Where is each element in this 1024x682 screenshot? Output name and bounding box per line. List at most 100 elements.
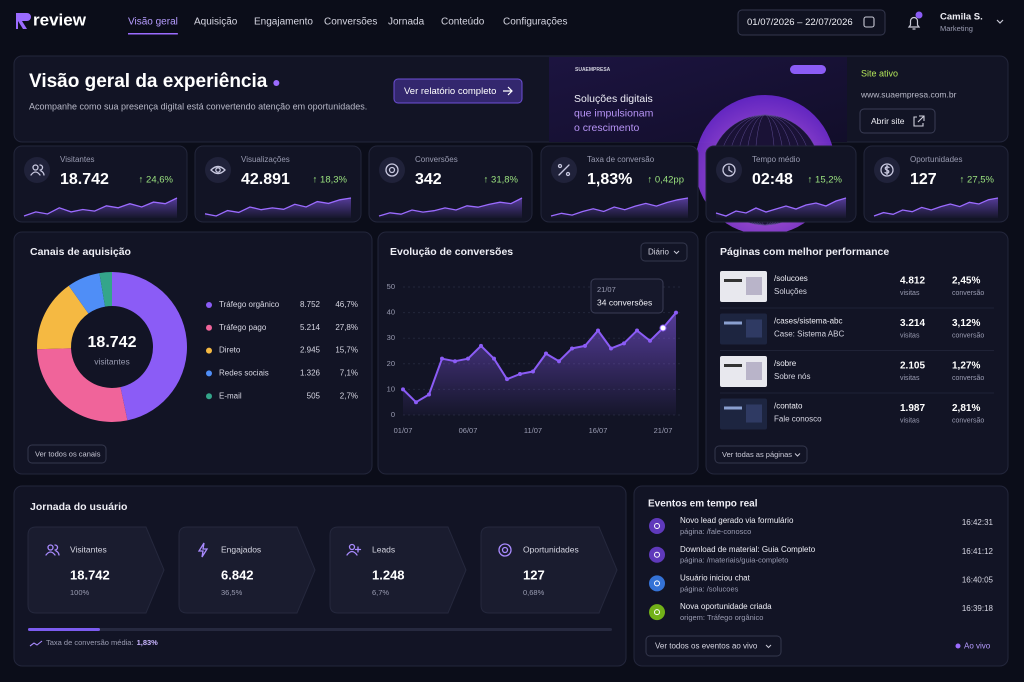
donut-center-label: visitantes bbox=[94, 356, 129, 366]
thumb-block bbox=[724, 279, 742, 282]
thumb-block bbox=[746, 362, 762, 380]
line-point bbox=[622, 341, 626, 346]
conversion-label: conversão bbox=[952, 417, 984, 424]
card bbox=[705, 231, 1009, 475]
kpi-label: Oportunidades bbox=[910, 155, 962, 164]
event-icon-dot bbox=[654, 580, 660, 587]
kpi-change: ↑ 31,8% bbox=[484, 175, 519, 186]
step-share: 36,5% bbox=[221, 588, 243, 597]
icon-bg bbox=[379, 157, 405, 183]
icon bbox=[557, 163, 563, 169]
line-point bbox=[427, 392, 431, 397]
link-button[interactable] bbox=[714, 445, 808, 464]
journey-step bbox=[329, 526, 467, 614]
kpi-change: ↑ 0,42pp bbox=[648, 175, 684, 186]
page-name: Sobre nós bbox=[774, 372, 810, 381]
nav-item[interactable]: Conteúdo bbox=[441, 17, 485, 28]
sparkline-area bbox=[24, 198, 177, 218]
preview-cta bbox=[790, 65, 826, 74]
card-title: Canais de aquisição bbox=[30, 246, 131, 258]
conversion-label: conversão bbox=[952, 332, 984, 339]
page-path: /cases/sistema-abc bbox=[774, 317, 842, 326]
donut-segment bbox=[36, 285, 89, 350]
line-point bbox=[583, 343, 587, 348]
preview-brand: SUAEMPRESA bbox=[575, 67, 611, 73]
legend-value: 5.214 bbox=[300, 323, 321, 332]
event-title: Download de material: Guia Completo bbox=[680, 545, 816, 554]
event-detail: página: /solucoes bbox=[680, 584, 739, 593]
card bbox=[368, 145, 533, 223]
kpi-change: ↑ 18,3% bbox=[313, 175, 348, 186]
icon bbox=[880, 163, 894, 177]
line-point bbox=[674, 310, 678, 315]
nav-item[interactable]: Visão geral bbox=[128, 17, 178, 28]
period-select[interactable] bbox=[640, 242, 688, 262]
nav-item[interactable]: Configurações bbox=[503, 17, 567, 28]
y-tick-label: 40 bbox=[387, 308, 395, 317]
page-visits: 3.214 bbox=[900, 318, 925, 329]
kpi-value: 127 bbox=[910, 171, 937, 188]
icon bbox=[47, 544, 54, 551]
link-button[interactable] bbox=[645, 635, 782, 657]
line bbox=[402, 311, 677, 404]
event-detail: página: /fale-conosco bbox=[680, 527, 751, 536]
nav-item[interactable]: Jornada bbox=[388, 17, 425, 28]
nav-item[interactable]: Engajamento bbox=[254, 17, 313, 28]
donut-center-value: 18.742 bbox=[88, 334, 137, 351]
event-icon bbox=[649, 575, 665, 592]
nav-item[interactable]: Aquisição bbox=[194, 17, 238, 28]
hero-title: Visão geral da experiência bbox=[29, 71, 268, 92]
legend-percent: 7,1% bbox=[340, 369, 358, 378]
kpi-label: Visualizações bbox=[241, 155, 290, 164]
date-range: 01/07/2026 – 22/07/2026 bbox=[747, 17, 853, 28]
kpi-value: 18.742 bbox=[60, 171, 109, 188]
card-title: Páginas com melhor performance bbox=[720, 246, 889, 258]
thumb-block bbox=[746, 319, 762, 338]
date-box[interactable] bbox=[737, 9, 886, 36]
link-button[interactable] bbox=[27, 444, 107, 464]
legend-dot bbox=[206, 370, 212, 377]
line-point bbox=[557, 359, 561, 364]
line-point bbox=[648, 338, 652, 343]
thumb-block bbox=[724, 364, 742, 367]
x-tick-label: 21/07 bbox=[654, 426, 673, 435]
kpi-label: Conversões bbox=[415, 155, 458, 164]
donut-segment bbox=[37, 348, 128, 422]
event-time: 16:41:12 bbox=[962, 547, 994, 556]
sparkline bbox=[204, 197, 352, 217]
kpi-label: Taxa de conversão bbox=[587, 155, 655, 164]
sparkline-area bbox=[379, 198, 522, 218]
link-label: Ver todos os canais bbox=[35, 449, 101, 458]
link-label: Ver todas as páginas bbox=[722, 450, 792, 459]
external-icon bbox=[913, 115, 925, 127]
event-title: Usuário iniciou chat bbox=[680, 574, 751, 583]
kpi-change: ↑ 27,5% bbox=[960, 175, 995, 186]
legend-percent: 46,7% bbox=[335, 300, 358, 309]
page-path: /contato bbox=[774, 402, 803, 411]
donut-segment bbox=[112, 272, 187, 421]
open-site-button[interactable] bbox=[859, 108, 936, 134]
event-icon-dot bbox=[654, 551, 660, 558]
report-button[interactable] bbox=[393, 78, 523, 104]
thumb-block bbox=[724, 321, 742, 325]
page-visits: 4.812 bbox=[900, 276, 925, 287]
page-visits: 2.105 bbox=[900, 361, 925, 372]
visits-label: visitas bbox=[900, 375, 920, 382]
icon bbox=[197, 542, 209, 558]
nav-item[interactable]: Conversões bbox=[324, 17, 377, 28]
kpi-value: 342 bbox=[415, 171, 442, 188]
visits-label: visitas bbox=[900, 290, 920, 297]
line-point bbox=[531, 369, 535, 374]
journey-step bbox=[480, 526, 618, 614]
icon bbox=[210, 165, 226, 175]
event-time: 16:40:05 bbox=[962, 576, 994, 585]
live-dot bbox=[955, 643, 961, 649]
event-detail: origem: Tráfego orgânico bbox=[680, 613, 763, 622]
period-label: Diário bbox=[648, 248, 669, 257]
page-conversion: 2,81% bbox=[952, 403, 980, 414]
icon-bg bbox=[205, 157, 231, 183]
line-point bbox=[479, 343, 483, 348]
legend-value: 2.945 bbox=[300, 346, 321, 355]
kpi-label: Visitantes bbox=[60, 155, 95, 164]
